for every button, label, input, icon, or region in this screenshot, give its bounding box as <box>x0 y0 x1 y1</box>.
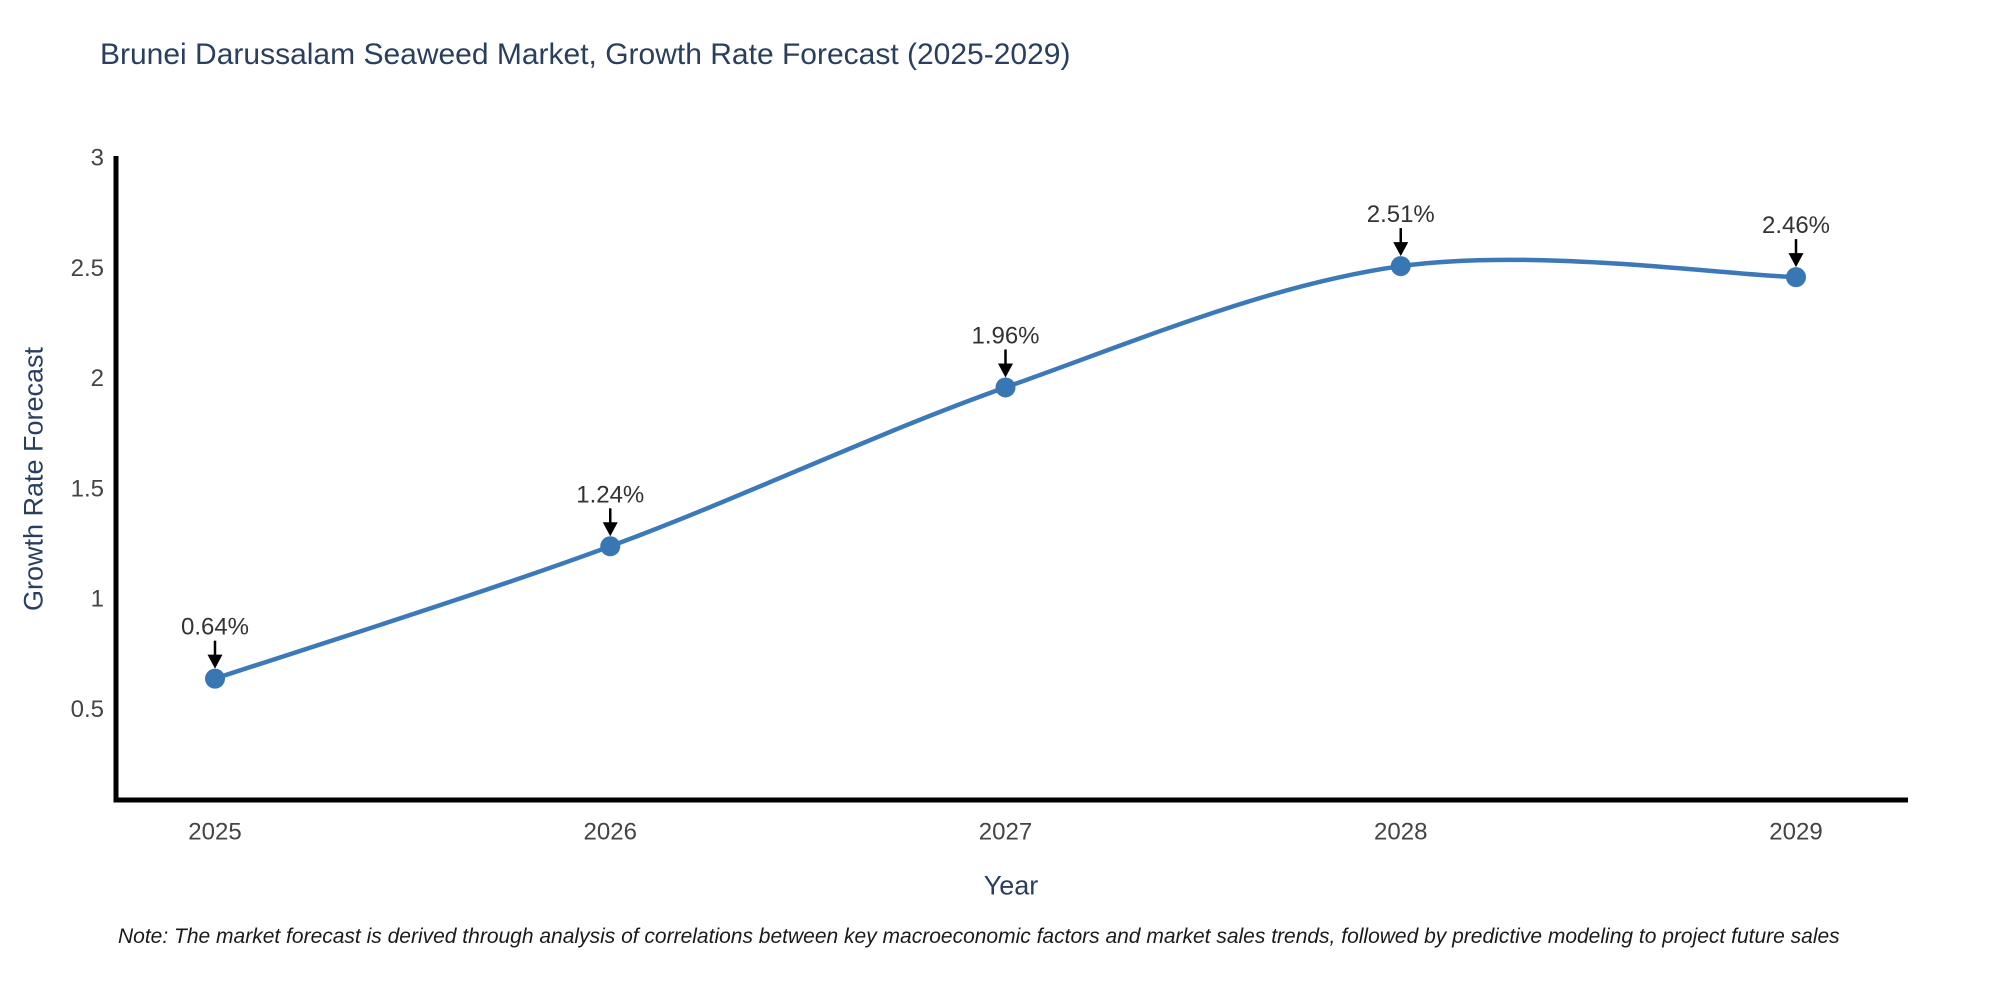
annotation-arrow-head <box>207 654 223 669</box>
y-tick-label: 2.5 <box>71 255 104 282</box>
point-annotation-label: 0.64% <box>181 614 249 641</box>
chart-title: Brunei Darussalam Seaweed Market, Growth… <box>100 38 1071 71</box>
annotation-arrow-head <box>998 363 1013 378</box>
point-annotation-label: 1.24% <box>576 481 644 508</box>
data-point-marker[interactable] <box>995 377 1016 398</box>
x-tick-label: 2029 <box>1769 819 1822 846</box>
x-tick-label: 2025 <box>188 819 241 846</box>
data-point-marker[interactable] <box>1390 256 1411 277</box>
x-tick-label: 2028 <box>1374 819 1427 846</box>
annotation-arrow-head <box>602 522 618 537</box>
methodology-note: Note: The market forecast is derived thr… <box>118 925 1840 948</box>
x-axis-title: Year <box>983 870 1039 901</box>
y-tick-label: 1 <box>91 586 104 613</box>
y-tick-label: 1.5 <box>71 475 104 502</box>
y-tick-label: 0.5 <box>71 696 104 723</box>
y-tick-label: 2 <box>91 365 104 392</box>
y-tick-label: 3 <box>91 145 104 172</box>
axis-lines <box>113 156 1908 803</box>
data-point-marker[interactable] <box>205 668 225 689</box>
annotation-arrow-head <box>1393 242 1409 257</box>
annotation-arrow-head <box>1788 253 1804 268</box>
data-point-marker[interactable] <box>600 536 621 557</box>
point-annotation-label: 2.51% <box>1367 201 1435 228</box>
point-annotation-label: 1.96% <box>971 322 1039 349</box>
x-tick-label: 2027 <box>979 819 1032 846</box>
point-annotation-label: 2.46% <box>1762 212 1830 239</box>
data-point-marker[interactable] <box>1786 267 1806 288</box>
x-tick-label: 2026 <box>584 819 637 846</box>
